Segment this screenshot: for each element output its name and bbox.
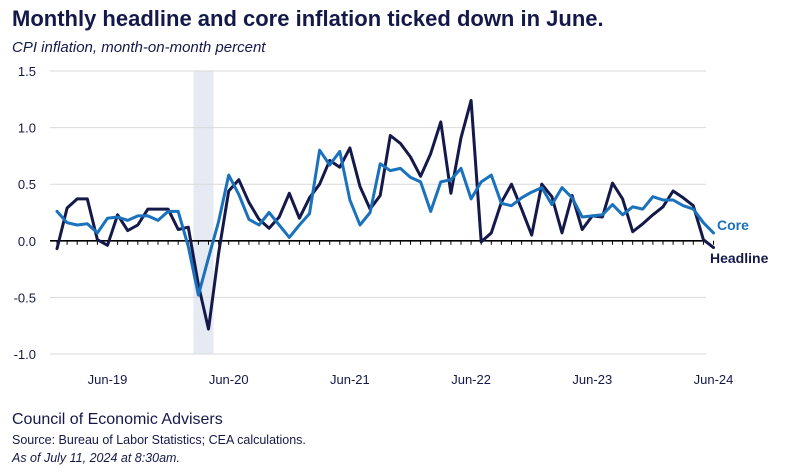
x-tick-label: Jun-23 xyxy=(572,372,612,387)
x-tick-label: Jun-24 xyxy=(694,372,734,387)
legend-headline: Headline xyxy=(710,250,769,266)
y-tick-label: -0.5 xyxy=(14,290,36,305)
organization-name: Council of Economic Advisers xyxy=(12,411,223,428)
legend-core: Core xyxy=(717,217,749,233)
y-tick-label: 0.5 xyxy=(18,177,36,192)
y-tick-label: 1.0 xyxy=(18,121,36,136)
as-of-note: As of July 11, 2024 at 8:30am. xyxy=(12,451,180,465)
y-tick-label: 1.5 xyxy=(18,64,36,79)
x-tick-label: Jun-21 xyxy=(330,372,370,387)
series-line-core xyxy=(55,148,715,297)
x-tick-label: Jun-22 xyxy=(451,372,491,387)
chart-subtitle: CPI inflation, month-on-month percent xyxy=(12,39,266,56)
source-note: Source: Bureau of Labor Statistics; CEA … xyxy=(12,433,306,447)
x-tick-label: Jun-20 xyxy=(209,372,249,387)
y-tick-label: 0.0 xyxy=(18,234,36,249)
chart-title: Monthly headline and core inflation tick… xyxy=(12,6,604,31)
x-tick-label: Jun-19 xyxy=(88,372,128,387)
y-tick-label: -1.0 xyxy=(14,347,36,362)
series-line-headline xyxy=(55,98,715,331)
